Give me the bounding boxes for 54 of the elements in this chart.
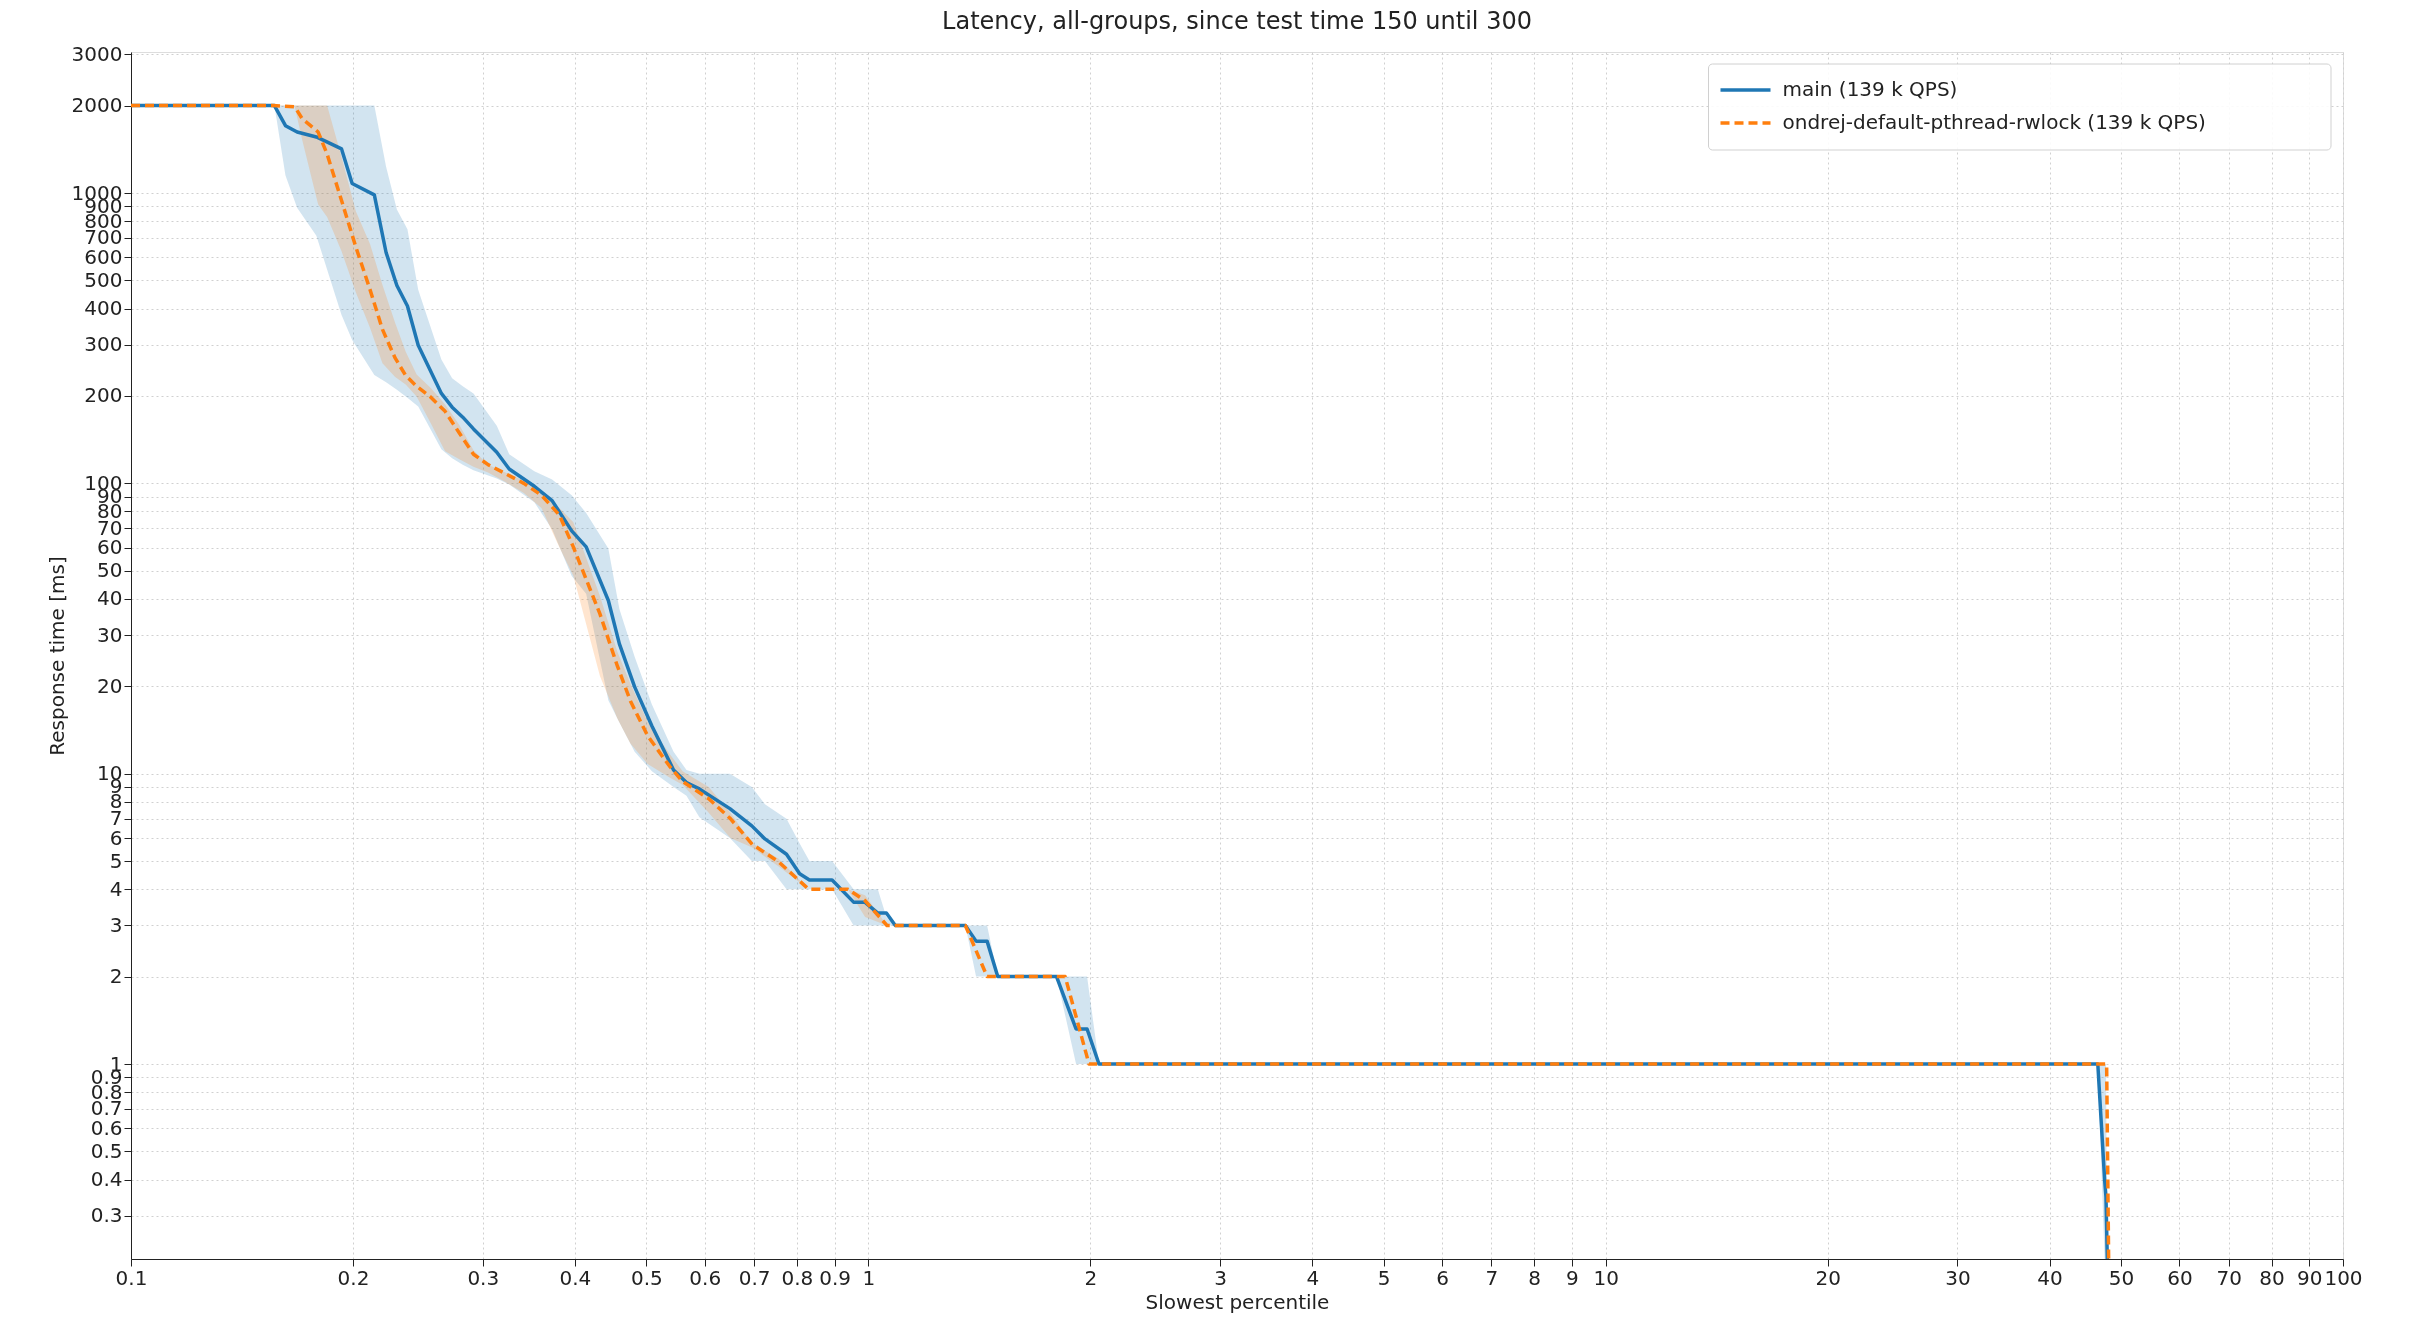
- x-tick-label: 60: [2167, 1265, 2193, 1290]
- y-tick-label: 3: [109, 912, 123, 937]
- y-tick-label: 30: [97, 622, 123, 647]
- y-tick-label: 6: [109, 825, 123, 850]
- x-tick-label: 0.1: [115, 1265, 148, 1290]
- x-tick-label: 2: [1084, 1265, 1098, 1290]
- x-tick-label: 30: [1945, 1265, 1971, 1290]
- y-tick-label: 400: [84, 296, 123, 321]
- legend-label: ondrej-default-pthread-rwlock (139 k QPS): [1782, 110, 2206, 134]
- x-axis-title: Slowest percentile: [1145, 1289, 1330, 1314]
- x-tick-label: 0.7: [738, 1265, 771, 1290]
- y-tick-label: 2000: [71, 93, 123, 118]
- x-tick-label: 20: [1815, 1265, 1841, 1290]
- x-tick-label: 7: [1485, 1265, 1499, 1290]
- y-tick-label: 300: [84, 332, 123, 357]
- x-tick-label: 50: [2108, 1265, 2135, 1290]
- y-tick-label: 3000: [71, 42, 123, 66]
- x-tick-label: 70: [2216, 1265, 2243, 1290]
- y-tick-label: 200: [84, 383, 123, 408]
- y-tick-label: 500: [84, 267, 123, 292]
- x-tick-label: 6: [1436, 1265, 1449, 1290]
- x-tick-label: 9: [1566, 1265, 1579, 1290]
- x-tick-label: 0.6: [689, 1265, 722, 1290]
- x-tick-label: 3: [1214, 1265, 1227, 1290]
- y-tick-label: 0.3: [90, 1203, 123, 1228]
- y-tick-label: 600: [84, 244, 123, 269]
- y-tick-label: 50: [97, 558, 123, 583]
- y-tick-label: 4: [109, 876, 123, 901]
- x-tick-label: 10: [1593, 1265, 1619, 1290]
- x-tick-label: 0.8: [781, 1265, 814, 1290]
- x-tick-label: 0.5: [630, 1265, 663, 1290]
- y-axis-title: Response time [ms]: [44, 556, 69, 756]
- x-tick-label: 8: [1528, 1265, 1542, 1290]
- y-tick-label: 0.4: [90, 1167, 123, 1192]
- x-tick-label: 0.4: [559, 1265, 592, 1290]
- x-tick-label: 90: [2297, 1265, 2323, 1290]
- y-tick-label: 60: [97, 535, 123, 560]
- x-tick-label: 0.2: [337, 1265, 370, 1290]
- y-tick-label: 20: [97, 673, 123, 698]
- y-tick-label: 40: [97, 586, 123, 611]
- y-tick-label: 5: [109, 848, 123, 873]
- x-tick-label: 1: [862, 1265, 876, 1290]
- legend-label: main (139 k QPS): [1782, 77, 1958, 101]
- x-tick-label: 0.3: [467, 1265, 500, 1290]
- y-tick-label: 0.5: [90, 1138, 123, 1163]
- chart-title: Latency, all-groups, since test time 150 until 300: [942, 7, 1532, 36]
- x-tick-label: 5: [1377, 1265, 1391, 1290]
- y-tick-label: 2: [109, 964, 123, 989]
- x-tick-label: 4: [1306, 1265, 1320, 1290]
- y-tick-label: 0.6: [90, 1115, 123, 1140]
- x-tick-label: 100: [2324, 1265, 2363, 1290]
- x-tick-label: 80: [2259, 1265, 2285, 1290]
- x-tick-label: 40: [2037, 1265, 2063, 1290]
- x-tick-label: 0.9: [819, 1265, 851, 1290]
